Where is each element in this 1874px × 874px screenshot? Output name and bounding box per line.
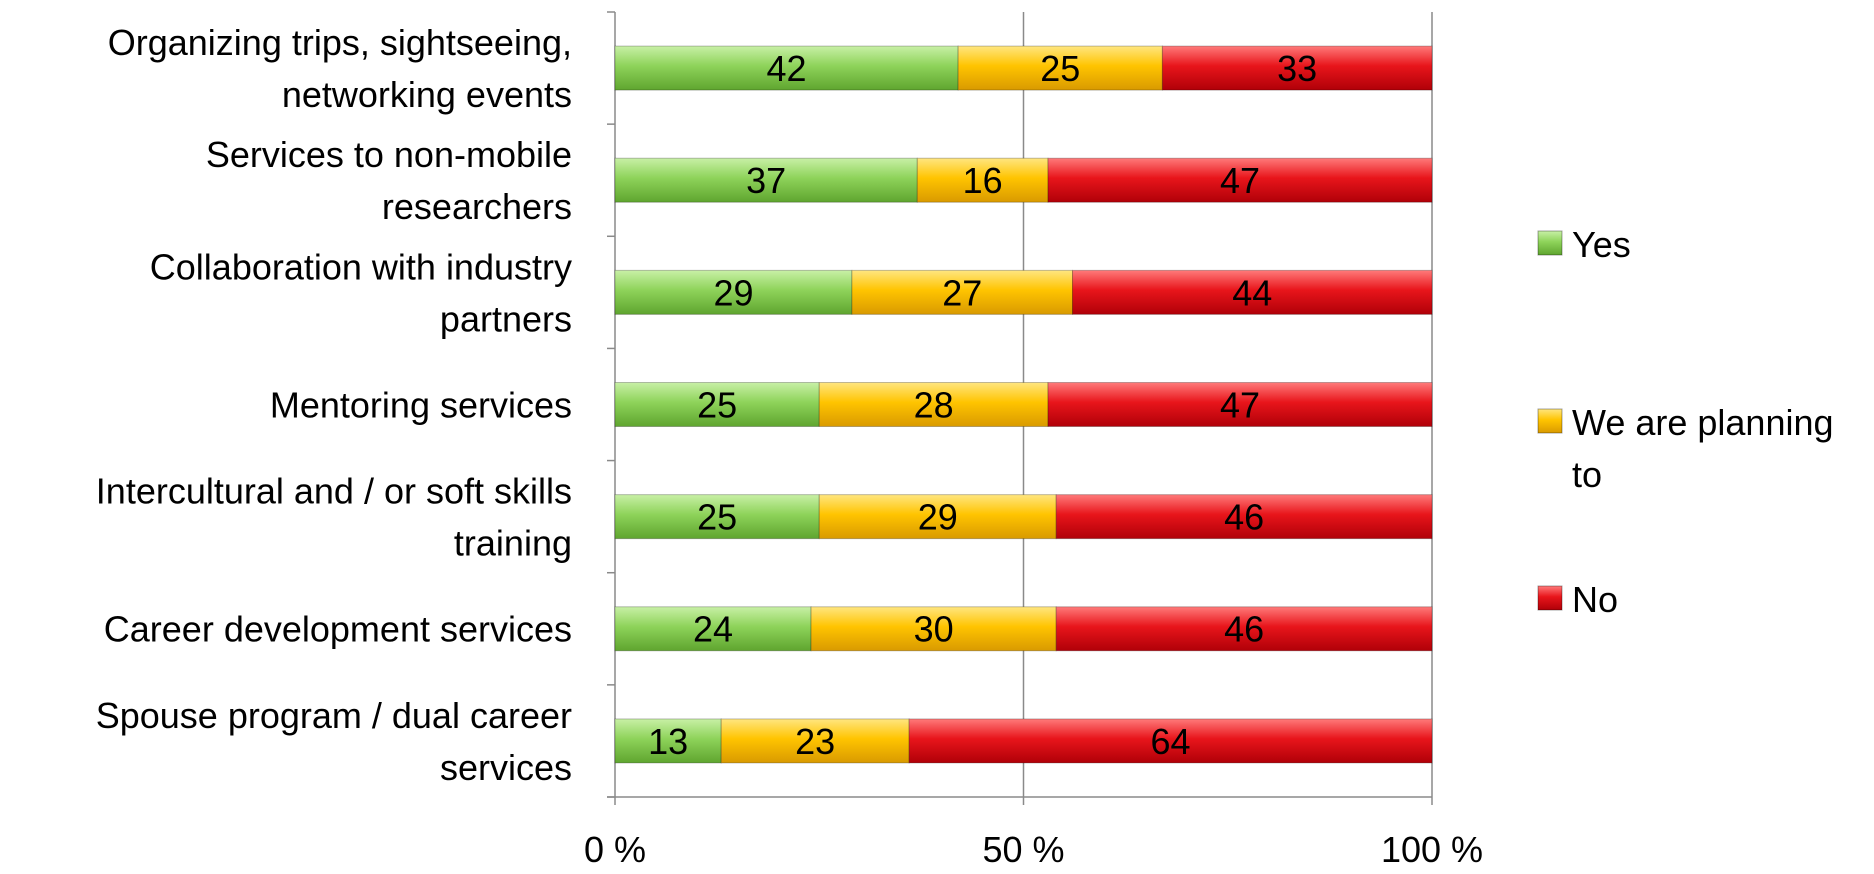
category-label: partners — [440, 298, 572, 339]
data-label: 16 — [963, 160, 1003, 201]
bar-segment — [1047, 157, 1433, 203]
bar-segment — [957, 45, 1163, 91]
bar-segment — [818, 382, 1049, 427]
bar-segment — [1072, 269, 1433, 315]
data-label: 27 — [942, 272, 982, 313]
data-label: 25 — [1040, 48, 1080, 89]
bar-segment — [614, 45, 959, 91]
data-label: 44 — [1232, 272, 1272, 313]
data-label: 25 — [697, 497, 737, 538]
category-label: training — [454, 523, 572, 564]
data-label: 29 — [713, 272, 753, 313]
category-label: Career development services — [104, 609, 572, 650]
data-label: 47 — [1220, 384, 1260, 425]
bar-segment — [1047, 382, 1433, 427]
axes: 0 % 50 % 100 % — [584, 11, 1483, 870]
data-label: 13 — [648, 721, 688, 762]
legend-swatch — [1537, 585, 1563, 611]
data-label: 64 — [1151, 721, 1191, 762]
bar-segment — [614, 269, 853, 315]
bar-segment — [614, 606, 812, 652]
data-label: 23 — [795, 721, 835, 762]
data-label: 24 — [693, 609, 733, 650]
bar-segment — [810, 606, 1057, 652]
data-label: 46 — [1224, 497, 1264, 538]
legend-label: to — [1572, 454, 1602, 495]
legend: Yes We are planning to No — [1537, 224, 1834, 620]
data-label: 47 — [1220, 160, 1260, 201]
data-label: 30 — [914, 609, 954, 650]
bar-segment — [908, 718, 1433, 764]
x-tick-label: 100 % — [1381, 829, 1483, 869]
data-label: 42 — [767, 48, 807, 89]
bar-segment — [1055, 494, 1433, 540]
category-label: Spouse program / dual career — [96, 695, 572, 736]
data-label: 33 — [1277, 48, 1317, 89]
legend-swatch — [1537, 408, 1563, 434]
bar-segment — [851, 269, 1074, 315]
category-label: researchers — [382, 186, 572, 227]
bar-segment — [1161, 45, 1433, 91]
bars: 42 25 33 37 16 47 29 27 44 25 28 47 25 29 46 24 30 46 13 23… — [614, 45, 1433, 764]
bar-segment — [1055, 606, 1433, 652]
legend-label: No — [1572, 579, 1618, 620]
x-tick-label: 0 % — [584, 829, 646, 869]
bar-segment — [720, 718, 910, 764]
legend-swatch — [1537, 230, 1563, 256]
category-label: Collaboration with industry — [150, 246, 572, 287]
category-label: Organizing trips, sightseeing, — [108, 22, 572, 63]
data-label: 46 — [1224, 609, 1264, 650]
bar-segment — [614, 718, 722, 764]
category-label: Services to non-mobile — [206, 134, 572, 175]
category-label: Intercultural and / or soft skills — [96, 471, 572, 512]
data-label: 28 — [914, 384, 954, 425]
bar-segment — [916, 157, 1049, 203]
category-labels: Organizing trips, sightseeing, networking… — [96, 22, 572, 788]
category-label: networking events — [282, 74, 572, 115]
bar-segment — [614, 494, 820, 540]
data-label: 25 — [697, 384, 737, 425]
x-tick-label: 50 % — [982, 829, 1064, 869]
data-label: 37 — [746, 160, 786, 201]
category-label: Mentoring services — [270, 384, 572, 425]
bar-segment — [818, 494, 1057, 540]
data-label: 29 — [918, 497, 958, 538]
legend-label: We are planning — [1572, 402, 1834, 443]
category-label: services — [440, 747, 572, 788]
legend-label: Yes — [1572, 224, 1631, 265]
